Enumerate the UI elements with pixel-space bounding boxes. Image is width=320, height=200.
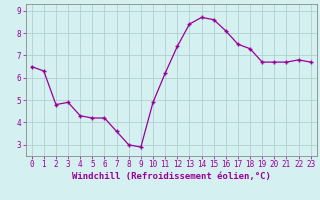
X-axis label: Windchill (Refroidissement éolien,°C): Windchill (Refroidissement éolien,°C) bbox=[72, 172, 271, 181]
